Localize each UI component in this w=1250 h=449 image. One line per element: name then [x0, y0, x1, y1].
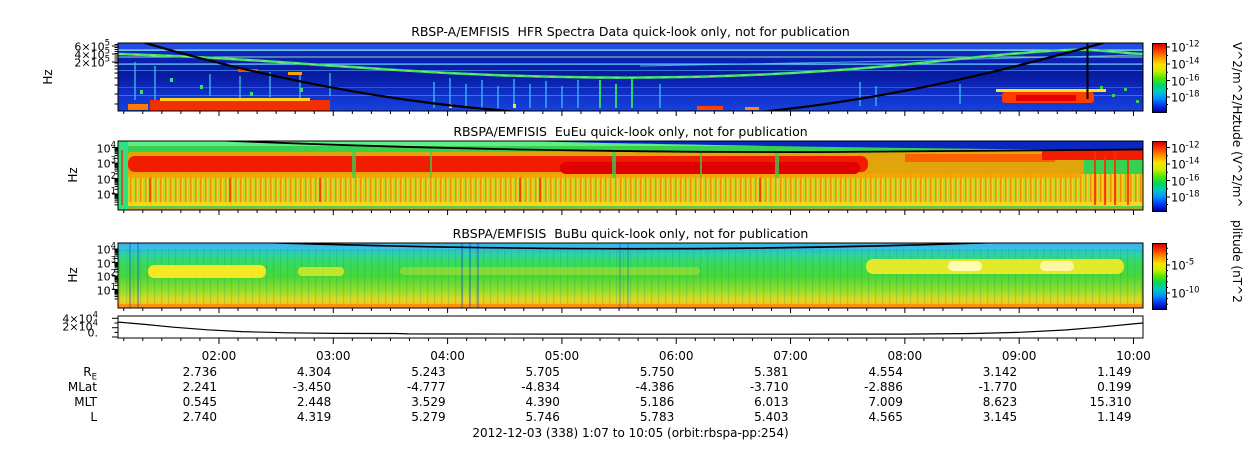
ephemeris-cell: 1.149	[1097, 365, 1132, 379]
hfr-ytick-label: 4×105	[74, 46, 110, 62]
time-tick-label: 06:00	[658, 349, 694, 363]
fce-curve-eueu	[221, 141, 1143, 153]
hfr-ytick-label: 6×105	[74, 38, 110, 54]
ephemeris-cell: 4.554	[868, 365, 903, 379]
ephemeris-cell: 5.783	[639, 410, 675, 424]
orbit-line-ytick-label: 0.	[87, 326, 99, 340]
eueu-panel-title: RBSPA/EMFISIS EuEu quick-look only, not …	[453, 124, 808, 139]
hfr-colorbar-unit-label: V^2/m^2/Hz	[1230, 42, 1244, 121]
ephemeris-cell: 5.705	[525, 365, 560, 379]
ephemeris-cell: 3.529	[411, 395, 446, 409]
ephemeris-cell: 0.199	[1097, 380, 1132, 394]
orbit-line-frame	[117, 315, 1144, 339]
ephemeris-row-label: MLat	[67, 380, 97, 394]
orbit-line-art	[118, 321, 1143, 335]
eueu-spectrogram-ytick-label: 101	[96, 186, 116, 202]
ephemeris-cell: 2.241	[182, 380, 217, 394]
ephemeris-cell: -2.886	[864, 380, 903, 394]
hfr-ytick-label: 2×105	[74, 54, 110, 70]
ephemeris-cell: 5.750	[639, 365, 675, 379]
ephemeris-cell: 5.243	[411, 365, 446, 379]
ephemeris-cell: 0.545	[182, 395, 217, 409]
eueu-spectrogram-ytick-label: 103	[96, 155, 116, 171]
time-tick-label: 09:00	[1001, 349, 1037, 363]
eueu-frame	[117, 140, 1144, 211]
ephemeris-cell: 4.565	[868, 410, 903, 424]
ephemeris-cell: 1.149	[1097, 410, 1132, 424]
ephemeris-cell: 5.746	[525, 410, 560, 424]
ephemeris-cell: -3.450	[292, 380, 332, 394]
plot-caption: 2012-12-03 (338) 1:07 to 10:05 (orbit:rb…	[472, 426, 789, 440]
time-tick-label: 08:00	[887, 349, 923, 363]
hfr-frame	[117, 42, 1144, 112]
time-tick-label: 10:00	[1116, 349, 1151, 363]
ephemeris-row-label: L	[90, 410, 97, 424]
ephemeris-row-label: MLT	[74, 395, 97, 409]
time-tick-label: 04:00	[430, 349, 465, 363]
eueu-spectrogram-colorbar-tick-label: 10-18	[1171, 189, 1200, 205]
fce-curve-bubu	[255, 243, 1004, 250]
ephemeris-cell: -4.834	[521, 380, 560, 394]
bubu-panel-title: RBSPA/EMFISIS BuBu quick-look only, not …	[452, 226, 809, 241]
bubu-colorbar-unit-label: plitude (nT^2	[1230, 220, 1244, 303]
time-tick-label: 02:00	[201, 349, 237, 363]
ephemeris-cell: 5.279	[411, 410, 446, 424]
time-tick-label: 03:00	[315, 349, 351, 363]
eueu-colorbar-unit-label: tude (V^2/m^	[1230, 120, 1244, 208]
bubu-spectrogram-ytick-label: 104	[96, 241, 116, 257]
bubu-spectrogram-art	[118, 243, 1143, 308]
axis-ticks	[112, 44, 1170, 344]
time-tick-label: 07:00	[773, 349, 808, 363]
eueu-spectrogram-colorbar-tick-label: 10-16	[1171, 173, 1200, 188]
ephemeris-cell: 5.186	[639, 395, 675, 409]
eueu-colorbar	[1152, 141, 1167, 212]
ephemeris-cell: 4.390	[525, 395, 560, 409]
bubu-colorbar	[1152, 243, 1167, 310]
ephemeris-cell: 2.736	[182, 365, 217, 379]
hfr-panel-title: RBSP-A/EMFISIS HFR Spectra Data quick-lo…	[411, 24, 850, 39]
ephemeris-cell: 6.013	[754, 395, 789, 409]
eueu-spectrogram-ytick-label: 104	[96, 140, 116, 155]
bubu-spectrogram-colorbar-tick-label: 10-5	[1171, 257, 1195, 273]
hfr-yaxis-label: Hz	[41, 69, 55, 85]
ephemeris-cell: 2.448	[296, 395, 332, 409]
ephemeris-cell: 5.381	[754, 365, 789, 379]
ephemeris-cell: 8.623	[982, 395, 1018, 409]
ephemeris-cell: -3.710	[749, 380, 789, 394]
bubu-spectrogram-ytick-label: 102	[96, 268, 116, 284]
ephemeris-cell: -4.386	[635, 380, 675, 394]
orbit-line-ytick-label: 2×104	[62, 318, 98, 333]
ephemeris-cell: 3.142	[982, 365, 1018, 379]
hfr-spectrogram-colorbar-tick-label: 10-16	[1171, 73, 1200, 88]
ephemeris-cell: 3.145	[982, 410, 1018, 424]
eueu-spectrogram-colorbar-tick-label: 10-12	[1171, 140, 1200, 155]
eueu-spectrogram-ytick-label: 102	[96, 171, 116, 186]
bubu-spectrogram-ytick-label: 103	[96, 255, 116, 270]
ephemeris-row-label: RE	[83, 365, 97, 383]
ephemeris-cell: 4.319	[296, 410, 332, 424]
ephemeris-cell: 7.009	[868, 395, 903, 409]
hfr-spectrogram-colorbar-tick-label: 10-14	[1171, 56, 1200, 72]
eueu-spectrogram-art	[118, 141, 1143, 210]
ephemeris-cell: -4.777	[406, 380, 446, 394]
orbit-line-ytick-label: 4×104	[62, 310, 98, 326]
time-tick-label: 05:00	[544, 349, 580, 363]
orbit-parameter-curve	[118, 321, 1143, 335]
eueu-spectrogram-colorbar-tick-label: 10-14	[1171, 156, 1200, 172]
hfr-spectrogram-colorbar-tick-label: 10-12	[1171, 39, 1200, 55]
fce-curve-hfr	[141, 43, 1108, 111]
bubu-spectrogram-colorbar-tick-label: 10-10	[1171, 285, 1200, 301]
ephemeris-cell: 15.310	[1089, 395, 1132, 409]
ephemeris-cell: 2.740	[182, 410, 217, 424]
ephemeris-cell: -1.770	[978, 380, 1018, 394]
hfr-colorbar	[1152, 43, 1167, 113]
bubu-spectrogram-ytick-label: 101	[96, 282, 116, 297]
ephemeris-cell: 4.304	[296, 365, 332, 379]
ephemeris-cell: 5.403	[754, 410, 789, 424]
hfr-spectrogram-art	[118, 43, 1143, 111]
hfr-spectrogram-colorbar-tick-label: 10-18	[1171, 89, 1200, 105]
